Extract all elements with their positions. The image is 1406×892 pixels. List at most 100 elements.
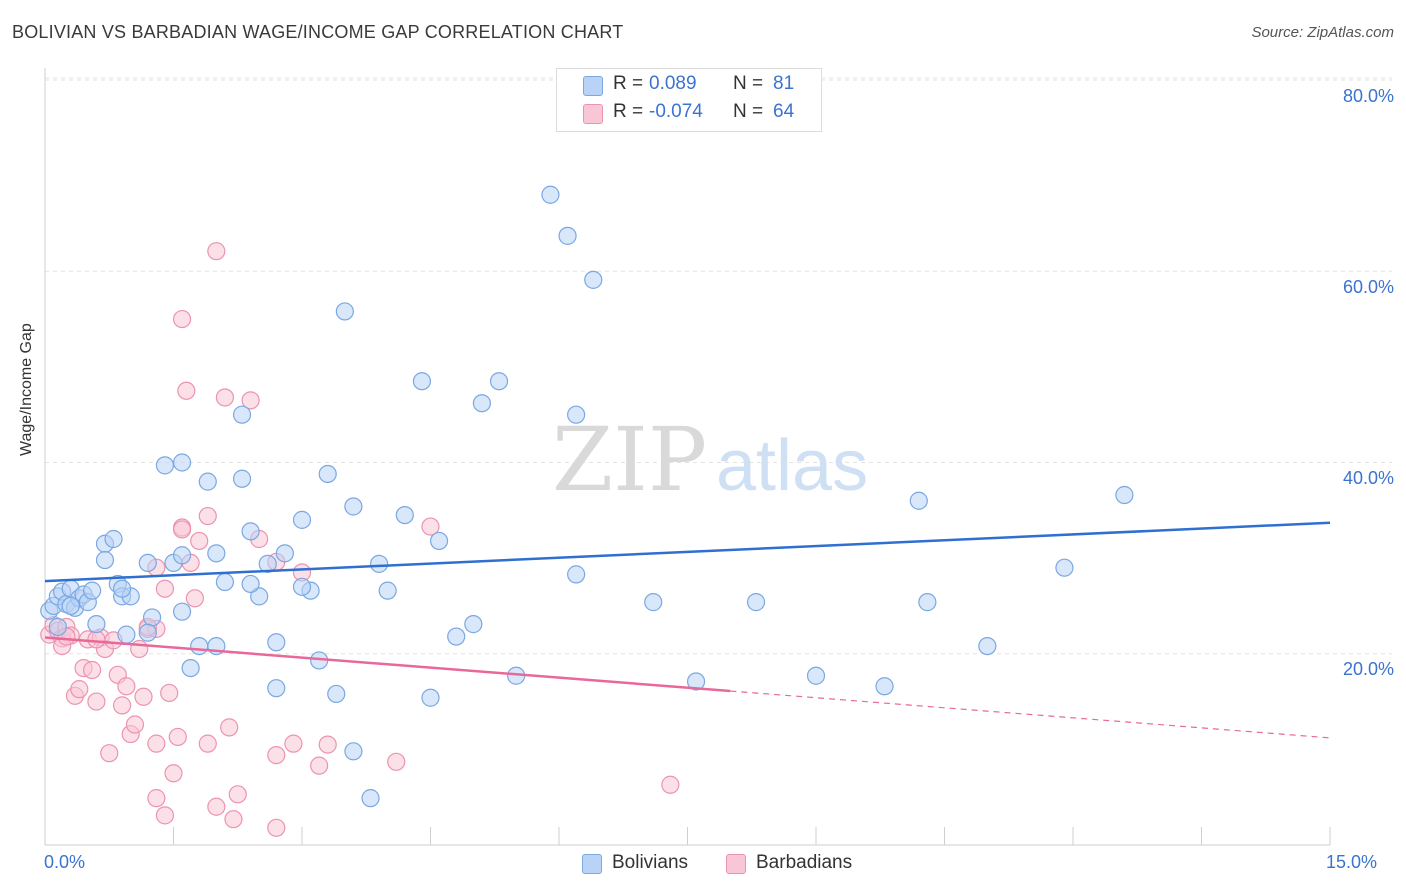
data-point-barbadians [155,579,175,598]
data-point-bolivians [335,302,354,321]
data-point-barbadians [198,506,217,526]
data-point-barbadians [215,388,234,407]
axes [44,68,1331,846]
data-point-bolivians [489,372,509,391]
data-point-bolivians [142,608,162,627]
trend-line-barbadians [44,636,731,693]
data-point-bolivians [429,531,449,551]
data-point-barbadians [130,639,149,659]
data-point-bolivians [292,577,312,596]
data-point-barbadians [661,775,680,794]
data-point-bolivians [267,633,286,652]
data-point-barbadians [185,589,205,608]
data-point-bolivians [370,554,389,573]
data-point-bolivians [198,472,217,491]
data-point-barbadians [318,735,337,754]
data-point-bolivians [292,510,312,529]
data-point-bolivians [138,623,157,642]
trend-line-bolivians [44,521,1331,583]
data-point-barbadians [207,797,226,816]
data-point-bolivians [250,587,269,606]
data-point-barbadians [160,683,179,703]
legend-label: Barbadians [756,852,853,873]
legend-r-label: R = [613,73,644,94]
data-point-bolivians [1115,485,1134,505]
data-point-bolivians [83,581,102,600]
data-point-barbadians [224,810,243,829]
data-point-bolivians [61,596,80,616]
data-point-barbadians [198,734,217,753]
data-point-barbadians [172,309,192,329]
data-point-barbadians [421,517,440,536]
data-point-bolivians [48,617,67,637]
y-tick-label: 20.0% [1342,659,1394,679]
data-point-bolivians [155,456,175,475]
data-point-barbadians [172,520,192,539]
y-tick-label: 60.0% [1342,277,1394,297]
legend-swatch-pink [726,854,746,874]
data-point-barbadians [83,660,102,680]
data-point-barbadians [228,785,247,804]
series-bolivians [40,185,1134,808]
data-point-bolivians [95,550,115,570]
data-point-barbadians [190,531,209,551]
data-point-bolivians [327,684,346,704]
data-point-bolivians [361,789,380,808]
data-point-bolivians [875,677,894,696]
data-point-bolivians [258,554,277,573]
data-point-bolivians [172,453,192,472]
data-point-bolivians [378,581,397,600]
data-point-barbadians [147,734,166,753]
data-point-bolivians [686,672,706,691]
data-point-barbadians [267,746,286,765]
data-point-barbadians [207,242,226,261]
trend-lines [44,521,1331,739]
legend-n-label: N = [733,101,764,122]
data-point-bolivians [241,522,260,541]
chart-source: Source: ZipAtlas.com [1251,24,1394,41]
data-point-barbadians [168,727,187,747]
data-point-bolivians [232,469,252,488]
data-point-bolivians [978,636,997,656]
data-point-bolivians [138,553,157,573]
data-point-barbadians [164,764,183,783]
y-tick-label: 40.0% [1342,468,1394,488]
legend-r-label: R = [613,101,644,122]
data-point-bolivians [267,679,286,698]
data-point-bolivians [567,405,586,424]
data-point-bolivians [644,593,663,612]
data-point-barbadians [310,756,329,775]
data-point-barbadians [220,718,239,737]
data-point-barbadians [112,696,132,715]
data-point-bolivians [567,565,586,584]
data-point-bolivians [190,636,209,656]
data-point-barbadians [241,391,260,410]
data-point-bolivians [395,505,414,525]
watermark-atlas: atlas [716,426,868,506]
legend-r-value: -0.074 [649,101,703,122]
data-point-bolivians [215,572,234,592]
data-point-bolivians [412,372,432,391]
data-point-barbadians [155,806,175,825]
legend-swatch-blue [582,854,602,874]
legend-swatch-pink [583,104,603,124]
data-point-bolivians [104,529,123,549]
data-point-bolivians [112,579,132,598]
data-point-barbadians [267,818,286,837]
data-point-bolivians [558,226,577,245]
legend-n-value: 81 [773,73,795,94]
data-point-barbadians [100,744,119,763]
data-point-barbadians [177,381,196,400]
data-point-barbadians [70,680,89,699]
data-point-bolivians [241,574,260,594]
data-point-bolivians [344,742,363,761]
data-point-bolivians [172,602,192,621]
data-point-bolivians [909,491,928,510]
y-axis-label: Wage/Income Gap [18,323,35,456]
data-point-bolivians [318,464,337,484]
correlation-legend: R = 0.089 N = 81 R = -0.074 N = 64 [556,68,822,132]
data-point-bolivians [447,627,466,646]
data-point-bolivians [584,270,603,289]
data-point-bolivians [918,593,937,612]
watermark-zip: ZIP [552,408,707,511]
